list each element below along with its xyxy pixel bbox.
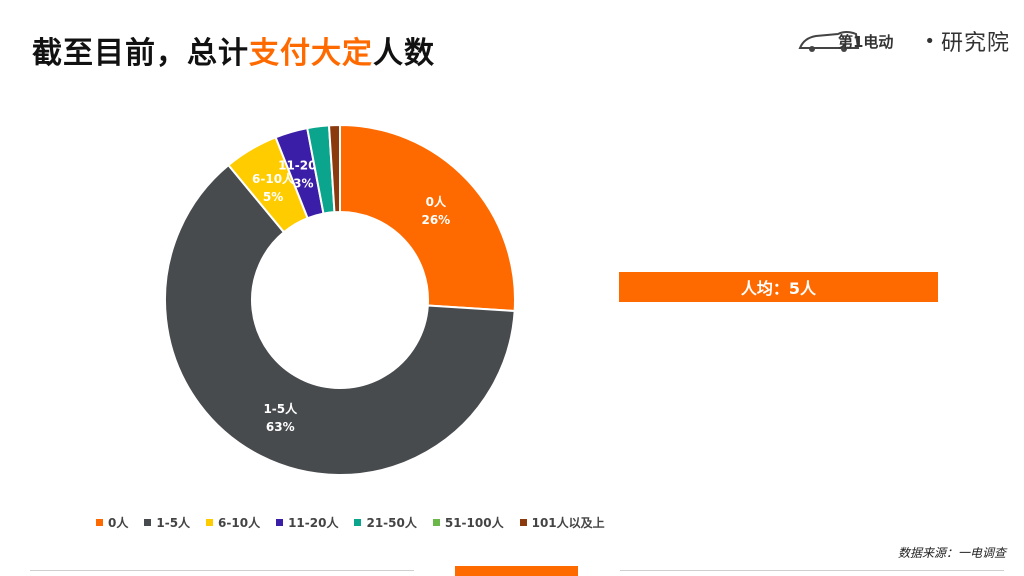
chart-legend: 0人 1-5人 6-10人 11-20人 21-50人 51-100人 101人以及上 xyxy=(96,514,605,531)
car-logo-icon: 第1电动 xyxy=(798,31,894,52)
legend-swatch-3 xyxy=(276,519,284,526)
title-highlight: 支付大定 xyxy=(249,36,373,71)
legend-label-5: 51-100人 xyxy=(444,516,504,530)
average-badge: 人均：5人 xyxy=(619,272,938,302)
donut-slice-6 xyxy=(327,123,341,214)
legend-item-5: 51-100人 xyxy=(432,514,504,531)
slice-value-label-1: 63% xyxy=(266,420,295,434)
legend-label-0: 0人 xyxy=(108,516,129,530)
logo-brand-text: 第1电动 xyxy=(838,33,893,51)
slice-category-label-1: 1-5人 xyxy=(263,401,298,416)
legend-item-2: 6-10人 xyxy=(206,514,260,531)
legend-item-0: 0人 xyxy=(96,514,128,531)
legend-item-6: 101人以及上 xyxy=(519,514,605,531)
legend-swatch-5 xyxy=(432,519,440,526)
footer-divider-left xyxy=(30,570,414,571)
slice-category-label-2: 6-10人 xyxy=(252,171,295,186)
slice-value-label-3: 3% xyxy=(293,177,313,191)
donut-slice-0 xyxy=(339,123,516,313)
title-prefix: 截至目前，总计 xyxy=(32,36,249,71)
footer-divider-right xyxy=(620,570,1004,571)
page-title: 截至目前，总计支付大定人数 xyxy=(32,28,435,72)
legend-label-2: 6-10人 xyxy=(218,516,261,530)
legend-label-6: 101人以及上 xyxy=(531,516,605,530)
data-source: 数据来源：一电调查 xyxy=(897,546,1006,560)
brand-logo: 第1电动 • 研究院 xyxy=(798,26,1010,56)
legend-swatch-0 xyxy=(96,519,103,526)
logo-institute: 研究院 xyxy=(940,31,1010,56)
title-suffix: 人数 xyxy=(373,36,435,71)
legend-item-4: 21-50人 xyxy=(354,514,417,531)
legend-label-4: 21-50人 xyxy=(366,516,417,530)
footer-accent-bar xyxy=(455,566,578,576)
legend-label-3: 11-20人 xyxy=(288,516,339,530)
donut-slice-1 xyxy=(164,163,516,476)
legend-swatch-4 xyxy=(354,519,362,526)
average-label: 人均：5人 xyxy=(740,279,817,298)
legend-item-3: 11-20人 xyxy=(276,514,338,531)
slice-category-label-0: 0人 xyxy=(426,194,447,209)
logo-separator: • xyxy=(924,30,935,52)
legend-label-1: 1-5人 xyxy=(156,516,191,530)
legend-swatch-1 xyxy=(144,519,152,526)
legend-swatch-2 xyxy=(206,519,214,526)
legend-item-1: 1-5人 xyxy=(144,514,190,531)
slice-value-label-2: 5% xyxy=(263,190,283,204)
slice-value-label-0: 26% xyxy=(421,213,450,227)
legend-swatch-6 xyxy=(519,519,527,526)
